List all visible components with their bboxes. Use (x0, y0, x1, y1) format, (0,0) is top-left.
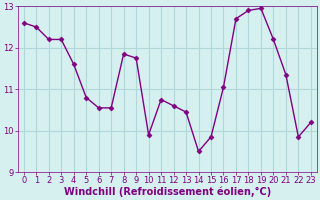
X-axis label: Windchill (Refroidissement éolien,°C): Windchill (Refroidissement éolien,°C) (64, 187, 271, 197)
